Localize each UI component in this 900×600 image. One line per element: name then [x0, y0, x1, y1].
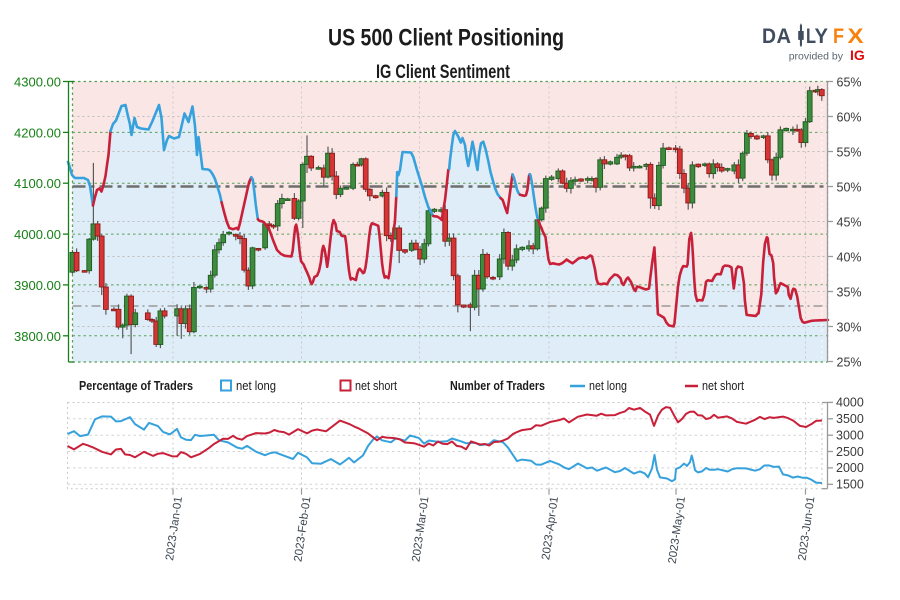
- svg-text:D: D: [762, 24, 776, 48]
- svg-text:40%: 40%: [837, 251, 862, 265]
- svg-text:1500: 1500: [836, 478, 864, 492]
- svg-text:L: L: [806, 24, 816, 48]
- svg-text:Percentage of Traders: Percentage of Traders: [79, 379, 193, 393]
- svg-text:net short: net short: [355, 379, 397, 393]
- svg-text:3900.00: 3900.00: [14, 278, 61, 293]
- svg-text:net long: net long: [589, 379, 627, 393]
- svg-text:4100.00: 4100.00: [14, 176, 61, 191]
- svg-text:50%: 50%: [837, 181, 862, 195]
- svg-text:55%: 55%: [837, 146, 862, 160]
- svg-text:4200.00: 4200.00: [14, 125, 61, 140]
- svg-text:25%: 25%: [837, 356, 862, 370]
- svg-text:4000.00: 4000.00: [14, 227, 61, 242]
- svg-text:3000: 3000: [836, 429, 864, 443]
- svg-text:60%: 60%: [837, 111, 862, 125]
- svg-text:3800.00: 3800.00: [14, 329, 61, 344]
- svg-text:provided by: provided by: [789, 51, 844, 63]
- svg-text:F: F: [833, 24, 844, 48]
- svg-text:4000: 4000: [836, 396, 864, 410]
- svg-text:IG Client Sentiment: IG Client Sentiment: [376, 62, 511, 83]
- svg-text:net long: net long: [236, 379, 276, 393]
- svg-text:45%: 45%: [837, 216, 862, 230]
- svg-text:Y: Y: [815, 24, 829, 48]
- svg-text:3500: 3500: [836, 412, 864, 426]
- svg-text:4300.00: 4300.00: [14, 75, 61, 90]
- svg-text:30%: 30%: [837, 321, 862, 335]
- svg-text:2000: 2000: [836, 461, 864, 475]
- svg-text:2500: 2500: [836, 445, 864, 459]
- svg-text:65%: 65%: [837, 76, 862, 90]
- svg-text:X: X: [848, 24, 865, 48]
- svg-text:A: A: [777, 24, 792, 48]
- svg-text:35%: 35%: [837, 286, 862, 300]
- svg-text:net short: net short: [702, 379, 744, 393]
- svg-text:Number of Traders: Number of Traders: [450, 379, 545, 393]
- svg-text:IG: IG: [850, 47, 865, 63]
- svg-text:US 500 Client Positioning: US 500 Client Positioning: [328, 25, 564, 52]
